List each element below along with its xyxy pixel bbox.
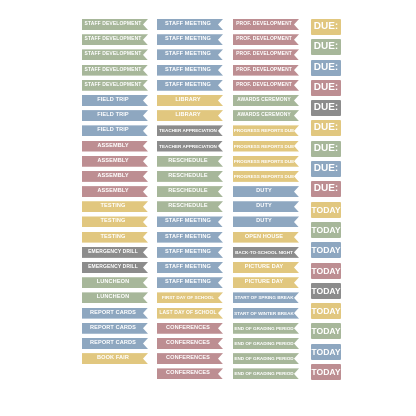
flag-sticker: TESTING [82,232,148,243]
flag-sticker: START OF WINTER BREAK [233,308,299,319]
flag-sticker: FIELD TRIP [82,95,148,106]
sticker-column-2: STAFF MEETING STAFF MEETING STAFF MEETING S… [157,19,223,384]
today-sticker: TODAY [311,364,341,381]
flag-sticker: CONFERENCES [157,353,223,364]
flag-sticker: STAFF MEETING [157,49,223,60]
today-sticker: TODAY [311,343,341,360]
flag-sticker: ASSEMBLY [82,141,148,152]
today-sticker: TODAY [311,303,341,320]
flag-sticker: STAFF MEETING [157,19,223,30]
flag-sticker: STAFF DEVELOPMENT [82,80,148,91]
flag-sticker: REPORT CARDS [82,338,148,349]
sticker-column-4: DUE: DUE: DUE: DUE: DUE: DUE: DUE: DUE: DUE: TODA… [311,19,341,384]
flag-sticker: TEACHER APPRECIATION [157,141,223,152]
today-sticker: TODAY [311,201,341,218]
flag-sticker: END OF GRADING PERIOD [233,338,299,349]
flag-sticker: DUTY [233,186,299,197]
flag-sticker: FIELD TRIP [82,110,148,121]
today-sticker: TODAY [311,323,341,340]
flag-sticker: EMERGENCY DRILL [82,247,148,258]
flag-sticker: PROF. DEVELOPMENT [233,49,299,60]
flag-sticker: STAFF MEETING [157,34,223,45]
due-sticker: DUE: [311,140,341,157]
flag-sticker: ASSEMBLY [82,186,148,197]
today-sticker: TODAY [311,262,341,279]
due-sticker: DUE: [311,39,341,56]
flag-sticker: PROGRESS REPORTS DUE [233,125,299,136]
flag-sticker: PROGRESS REPORTS DUE [233,171,299,182]
today-sticker: TODAY [311,221,341,238]
flag-sticker: TESTING [82,201,148,212]
flag-sticker: RESCHEDULE [157,186,223,197]
flag-sticker: LIBRARY [157,95,223,106]
flag-sticker: PROGRESS REPORTS DUE [233,156,299,167]
flag-sticker: PROF. DEVELOPMENT [233,65,299,76]
due-sticker: DUE: [311,120,341,137]
flag-sticker: ASSEMBLY [82,171,148,182]
flag-sticker: AWARDS CEREMONY [233,110,299,121]
due-sticker: DUE: [311,19,341,35]
due-sticker: DUE: [311,100,341,117]
flag-sticker: DUTY [233,201,299,212]
flag-sticker: PROF. DEVELOPMENT [233,19,299,30]
today-sticker: TODAY [311,282,341,299]
sticker-column-1: STAFF DEVELOPMENT STAFF DEVELOPMENT STAFF … [82,19,148,368]
flag-sticker: PROF. DEVELOPMENT [233,34,299,45]
flag-sticker: BOOK FAIR [82,353,148,364]
flag-sticker: BACK-TO-SCHOOL NIGHT [233,247,299,258]
today-sticker: TODAY [311,242,341,259]
flag-sticker: STAFF MEETING [157,247,223,258]
flag-sticker: PICTURE DAY [233,277,299,288]
sticker-column-3: PROF. DEVELOPMENT PROF. DEVELOPMENT PROF. … [233,19,299,384]
flag-sticker: TESTING [82,216,148,227]
flag-sticker: STAFF MEETING [157,262,223,273]
flag-sticker: RESCHEDULE [157,171,223,182]
flag-sticker: PICTURE DAY [233,262,299,273]
flag-sticker: DUTY [233,216,299,227]
flag-sticker: TEACHER APPRECIATION [157,125,223,136]
flag-sticker: STAFF MEETING [157,277,223,288]
flag-sticker: STAFF MEETING [157,80,223,91]
flag-sticker: CONFERENCES [157,323,223,334]
flag-sticker: OPEN HOUSE [233,232,299,243]
flag-sticker: STAFF DEVELOPMENT [82,19,148,30]
flag-sticker: LAST DAY OF SCHOOL [157,308,223,319]
flag-sticker: REPORT CARDS [82,308,148,319]
flag-sticker: PROGRESS REPORTS DUE [233,141,299,152]
flag-sticker: FIRST DAY OF SCHOOL [157,292,223,303]
flag-sticker: LUNCHEON [82,277,148,288]
flag-sticker: EMERGENCY DRILL [82,262,148,273]
flag-sticker: STAFF DEVELOPMENT [82,65,148,76]
flag-sticker: RESCHEDULE [157,156,223,167]
due-sticker: DUE: [311,181,341,198]
flag-sticker: AWARDS CEREMONY [233,95,299,106]
flag-sticker: ASSEMBLY [82,156,148,167]
flag-sticker: STAFF DEVELOPMENT [82,34,148,45]
flag-sticker: FIELD TRIP [82,125,148,136]
flag-sticker: CONFERENCES [157,368,223,379]
flag-sticker: LIBRARY [157,110,223,121]
flag-sticker: END OF GRADING PERIOD [233,368,299,379]
flag-sticker: REPORT CARDS [82,323,148,334]
flag-sticker: END OF GRADING PERIOD [233,353,299,364]
flag-sticker: CONFERENCES [157,338,223,349]
flag-sticker: STAFF MEETING [157,216,223,227]
flag-sticker: START OF SPRING BREAK [233,292,299,303]
due-sticker: DUE: [311,59,341,76]
flag-sticker: PROF. DEVELOPMENT [233,80,299,91]
due-sticker: DUE: [311,161,341,178]
due-sticker: DUE: [311,79,341,96]
flag-sticker: END OF GRADING PERIOD [233,323,299,334]
flag-sticker: STAFF MEETING [157,65,223,76]
flag-sticker: STAFF MEETING [157,232,223,243]
flag-sticker: STAFF DEVELOPMENT [82,49,148,60]
flag-sticker: RESCHEDULE [157,201,223,212]
flag-sticker: LUNCHEON [82,292,148,303]
